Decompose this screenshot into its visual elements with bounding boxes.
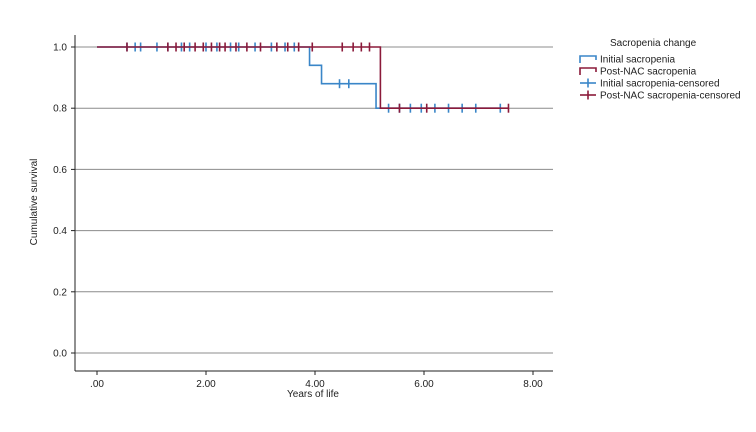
y-tick-label: 0.6 — [53, 165, 67, 176]
series-line-0 — [97, 46, 501, 109]
series-line-1 — [97, 46, 509, 109]
x-tick-label: .00 — [90, 379, 104, 390]
y-tick-label: 1.0 — [53, 43, 67, 54]
legend-label: Post-NAC sacropenia — [600, 67, 697, 78]
axes — [74, 35, 553, 372]
y-axis-ticks: 0.0 0.2 0.4 0.6 0.8 1.0 — [53, 43, 75, 360]
legend-title: Sacropenia change — [610, 38, 697, 49]
legend-swatch-step — [579, 55, 597, 63]
plot-area — [97, 42, 510, 113]
y-tick-label: 0.2 — [53, 287, 67, 298]
legend-swatch-step — [579, 67, 597, 75]
x-tick-label: 2.00 — [196, 379, 216, 390]
x-tick-label: 6.00 — [414, 379, 434, 390]
y-tick-label: 0.8 — [53, 104, 67, 115]
x-axis-title: Years of life — [287, 389, 339, 400]
x-axis-ticks: .00 2.00 4.00 6.00 8.00 — [90, 371, 543, 390]
y-tick-label: 0.0 — [53, 349, 67, 360]
legend-label: Initial sacropenia-censored — [600, 79, 720, 90]
legend-label: Initial sacropenia — [600, 55, 675, 66]
x-tick-label: 8.00 — [523, 379, 543, 390]
x-tick-label: 4.00 — [305, 379, 325, 390]
legend-label: Post-NAC sacropenia-censored — [600, 91, 741, 102]
y-axis-title: Cumulative survival — [29, 159, 40, 246]
legend: Sacropenia change Initial sacropeniaPost… — [579, 38, 741, 102]
y-tick-label: 0.4 — [53, 226, 67, 237]
